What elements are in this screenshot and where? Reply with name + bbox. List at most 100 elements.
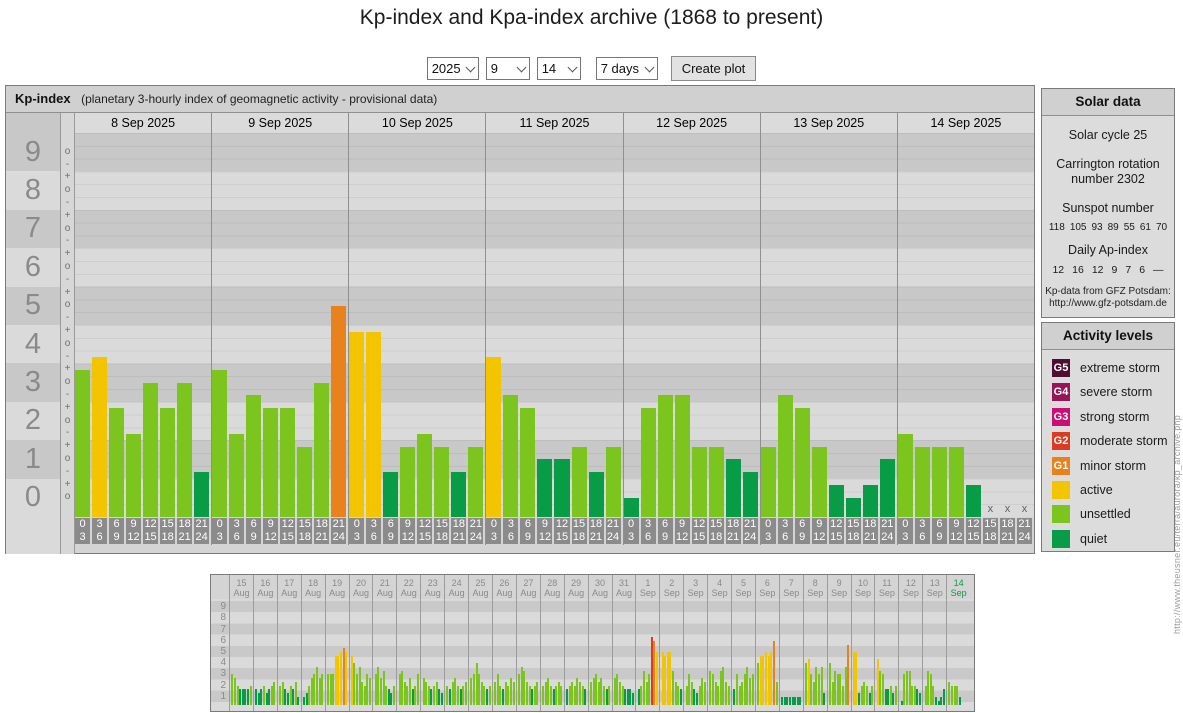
mini-kp-bar bbox=[356, 674, 359, 705]
mini-kp-bar bbox=[265, 693, 268, 705]
kp-tick-mark: - bbox=[65, 312, 70, 324]
mini-kp-bar bbox=[916, 689, 919, 705]
kp-bar bbox=[246, 395, 262, 517]
y-subaxis-cell-3: + o - bbox=[61, 363, 74, 401]
mini-kp-bar bbox=[478, 674, 481, 705]
kp-tick-mark: - bbox=[65, 196, 70, 208]
sunspot-value: 61 bbox=[1139, 222, 1151, 233]
mini-3h-slot bbox=[818, 599, 821, 705]
mini-3h-slot bbox=[305, 599, 308, 705]
mini-kp-bar bbox=[597, 681, 600, 705]
kp-bar bbox=[777, 395, 793, 517]
kp-slot-label-row: 0 3 3 6 6 9 9 12 12 15 15 18 18 21 21 24 0 3 3 6 6 9 9 12 12 15 15… bbox=[75, 517, 1034, 545]
mini-3h-slot bbox=[889, 599, 893, 705]
kp-bar bbox=[862, 485, 878, 517]
kp-3h-slot bbox=[349, 133, 366, 517]
mini-3h-slot bbox=[820, 599, 823, 705]
mini-3h-slot bbox=[350, 599, 354, 705]
mini-3h-slot bbox=[398, 599, 401, 705]
mini-kp-bar bbox=[727, 685, 730, 705]
kp-tick-mark: o bbox=[64, 299, 71, 311]
kp-3h-slot bbox=[605, 133, 623, 517]
mini-kp-bar bbox=[807, 659, 810, 705]
mini-day-label: 17 Aug bbox=[281, 578, 298, 598]
mini-kp-bar bbox=[842, 685, 844, 705]
mini-3h-slot bbox=[951, 599, 954, 705]
activity-color-chip-active bbox=[1052, 480, 1070, 499]
mini-3h-slot bbox=[918, 599, 922, 705]
mini-bar-zone bbox=[445, 599, 468, 711]
mini-3h-slot bbox=[286, 599, 290, 705]
activity-color-chip-g4: G4 bbox=[1052, 383, 1070, 402]
kp-tick-mark bbox=[61, 504, 74, 517]
mini-kp-bar bbox=[422, 678, 425, 705]
mini-3h-slot bbox=[608, 599, 611, 705]
kp-bar bbox=[417, 433, 433, 517]
mini-bar-zone bbox=[899, 599, 922, 711]
mini-3h-slot bbox=[677, 599, 680, 705]
activity-level-row: quiet bbox=[1052, 529, 1174, 548]
day-select[interactable]: 14 bbox=[536, 56, 581, 80]
mini-day-label: 12 Sep bbox=[902, 578, 919, 598]
mini-3h-slot bbox=[432, 599, 436, 705]
mini-3h-slot bbox=[260, 599, 263, 705]
mini-day-column: 31 Aug bbox=[611, 575, 636, 711]
mini-kp-bar bbox=[249, 685, 252, 705]
kp-date-label: 9 Sep 2025 bbox=[212, 113, 350, 133]
kp-3h-slot bbox=[828, 133, 846, 517]
mini-bar-zone bbox=[302, 599, 325, 711]
mini-kp-bar bbox=[889, 685, 892, 705]
mini-day-column: 17 Aug bbox=[276, 575, 301, 711]
mini-3h-slot bbox=[881, 599, 885, 705]
kp-slot-label: 12 15 bbox=[554, 518, 570, 544]
month-select[interactable]: 9 bbox=[485, 56, 530, 80]
mini-kp-bar bbox=[502, 689, 505, 705]
mini-3h-slot bbox=[924, 599, 927, 705]
ap-value: 16 bbox=[1072, 264, 1084, 276]
mini-3h-slot bbox=[339, 599, 343, 705]
kp-tick-mark: + bbox=[64, 171, 71, 183]
mini-day-column: 26 Aug bbox=[491, 575, 516, 711]
mini-3h-slot bbox=[244, 599, 247, 705]
kp-bar bbox=[828, 485, 844, 517]
mini-kp-bar bbox=[619, 681, 622, 705]
mini-3h-slot bbox=[733, 599, 736, 705]
kp-bar bbox=[640, 408, 656, 517]
mini-3h-slot bbox=[903, 599, 906, 705]
mini-3h-slot bbox=[794, 599, 797, 705]
mini-3h-slot bbox=[905, 599, 909, 705]
mini-kp-bar bbox=[411, 689, 414, 705]
mini-3h-slot bbox=[246, 599, 250, 705]
mini-3h-slot bbox=[589, 599, 593, 705]
mini-3h-slot bbox=[834, 599, 837, 705]
mini-kp-bar bbox=[751, 674, 754, 705]
kp-tick-mark: o bbox=[64, 376, 71, 388]
mini-3h-slot bbox=[884, 599, 887, 705]
mini-bar-zone bbox=[852, 599, 875, 711]
mini-3h-slot bbox=[297, 599, 300, 705]
activity-level-row: unsettled bbox=[1052, 505, 1174, 524]
mini-day-column: 23 Aug bbox=[420, 575, 444, 711]
kp-tick-mark: + bbox=[64, 286, 71, 298]
kp-tick-mark: o bbox=[64, 184, 71, 196]
year-select[interactable]: 2025 bbox=[426, 56, 479, 80]
mini-kp-bar bbox=[958, 696, 961, 705]
mini-kp-bar bbox=[642, 670, 645, 705]
mini-kp-bar bbox=[868, 693, 871, 705]
mini-kp-bar bbox=[499, 685, 502, 705]
y-axis-label-7: 7 bbox=[6, 209, 60, 249]
mini-kp-bar bbox=[321, 674, 324, 705]
mini-kp-bar bbox=[305, 693, 308, 705]
kp-3h-slot bbox=[520, 133, 537, 517]
mini-3h-slot bbox=[526, 599, 529, 705]
mini-kp-bar bbox=[486, 689, 489, 705]
create-plot-button[interactable]: Create plot bbox=[670, 55, 757, 81]
kp-3h-slot bbox=[486, 133, 503, 517]
range-select[interactable]: 7 days bbox=[595, 56, 658, 80]
kp-slot-label: 21 24 bbox=[194, 518, 210, 544]
kp-bar bbox=[400, 446, 416, 517]
mini-kp-bar bbox=[480, 681, 483, 705]
kp-bar bbox=[605, 446, 621, 517]
sunspot-value: 55 bbox=[1123, 222, 1135, 233]
